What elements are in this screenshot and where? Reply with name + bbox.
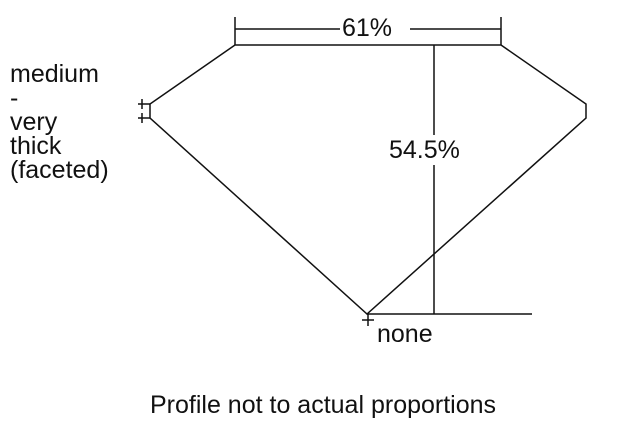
girdle-marker bbox=[138, 99, 150, 123]
culet-marker bbox=[362, 314, 374, 326]
depth-percent-label: 54.5% bbox=[389, 136, 460, 164]
girdle-label-line: (faceted) bbox=[10, 156, 109, 184]
girdle-label-line: very bbox=[10, 108, 58, 136]
culet-label: none bbox=[377, 320, 433, 348]
girdle-label-line: medium bbox=[10, 60, 99, 88]
girdle-label-line: thick bbox=[10, 132, 62, 160]
girdle-label: medium - very thick (faceted) bbox=[10, 60, 109, 184]
gem-outline bbox=[149, 44, 587, 316]
table-percent-label: 61% bbox=[342, 14, 393, 42]
footer-note: Profile not to actual proportions bbox=[150, 391, 497, 419]
girdle-label-line: - bbox=[10, 84, 19, 112]
